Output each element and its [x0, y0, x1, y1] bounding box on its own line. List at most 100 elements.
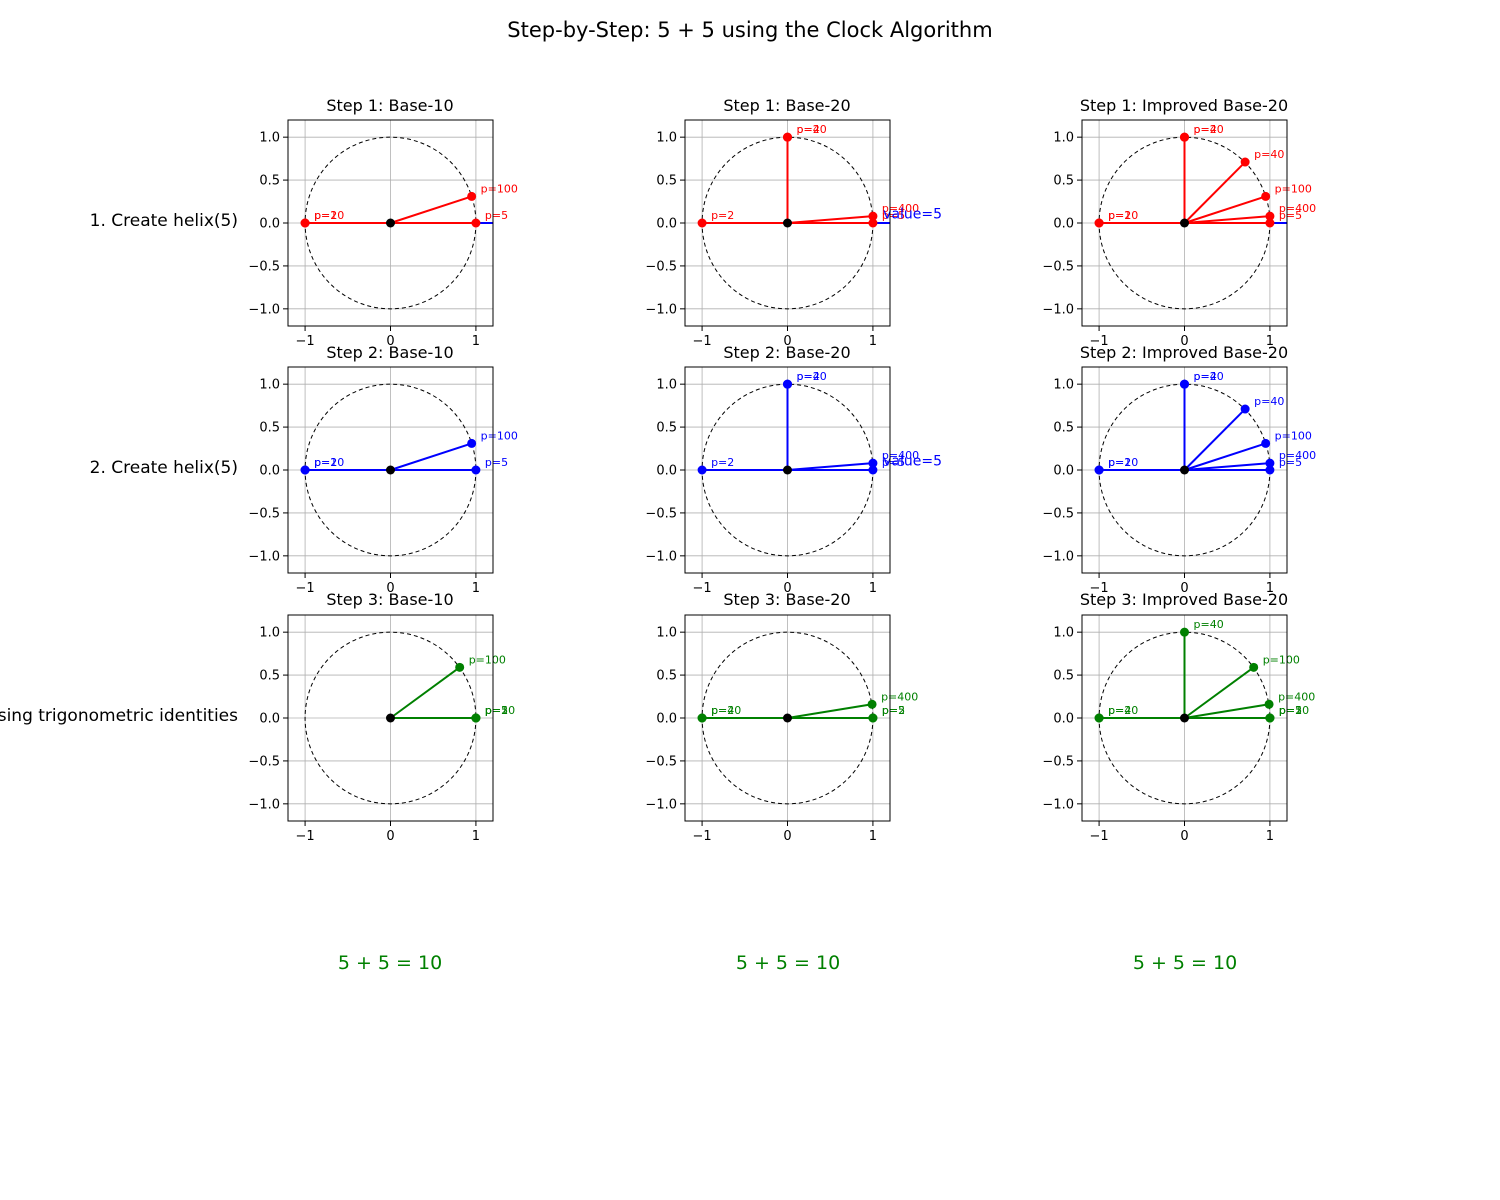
point-p-400: [1265, 458, 1275, 468]
point-label: p=4: [1108, 704, 1131, 717]
point-label: p=100: [1275, 182, 1312, 195]
point-p-10: [1265, 713, 1275, 723]
point-p-5: [868, 713, 878, 723]
y-tick-label: 0.5: [259, 669, 280, 684]
plot-area: [1094, 132, 1287, 310]
y-tick-label: 0.5: [1053, 669, 1074, 684]
point-p-10: [471, 713, 481, 723]
y-tick-label: −1.0: [1042, 797, 1074, 812]
origin-point: [386, 218, 395, 228]
row-label-step2: 2. Create helix(5): [89, 458, 238, 478]
ray-p-100: [390, 195, 472, 224]
x-tick-label: 0: [1180, 829, 1188, 844]
point-label: p=400: [1279, 202, 1316, 215]
y-tick-label: −0.5: [1042, 506, 1074, 521]
figure-title: Step-by-Step: 5 + 5 using the Clock Algo…: [507, 18, 993, 42]
point-label: p=20: [1108, 704, 1138, 717]
x-tick-label: −1: [692, 581, 711, 596]
result-base10: 5 + 5 = 10: [337, 952, 443, 974]
point-label: p=5: [1279, 456, 1302, 469]
point-label: p=400: [1278, 690, 1315, 703]
point-label: p=10: [1279, 704, 1309, 717]
y-tick-label: −0.5: [1042, 754, 1074, 769]
point-label: p=100: [481, 182, 518, 195]
point-p-40: [1180, 627, 1189, 637]
panel-title-2: Step 1: Base-20: [723, 96, 851, 115]
point-label: p=5: [882, 704, 905, 717]
ray-p-400: [787, 462, 873, 471]
panel-title-7: Step 3: Base-10: [326, 590, 454, 609]
y-tick-label: 0.5: [1053, 174, 1074, 189]
point-label: p=2: [1279, 704, 1302, 717]
ray-p-40: [1183, 408, 1246, 471]
result-improved-base20: 5 + 5 = 10: [1132, 952, 1238, 974]
y-tick-label: 0.0: [656, 712, 677, 727]
ray-p-100: [390, 442, 472, 471]
origin-point: [386, 713, 395, 723]
origin-point: [783, 218, 792, 228]
plot-area: [1094, 379, 1275, 557]
chart-panel-8: p=4p=20 p=2p=5p=400 −1 0 1 −1.0 −0.5 0.0 0.5 1.0: [645, 614, 918, 844]
x-tick-label: −1: [295, 829, 314, 844]
point-label: p=2: [314, 456, 337, 469]
y-tick-label: 0.0: [1053, 712, 1074, 727]
y-tick-label: 1.0: [656, 131, 677, 146]
point-label: p=20: [797, 123, 827, 136]
point-label: p=100: [481, 429, 518, 442]
point-label: p=400: [882, 449, 919, 462]
x-tick-label: −1: [295, 581, 314, 596]
point-label: p=100: [1263, 653, 1300, 666]
x-tick-label: 1: [1266, 334, 1274, 349]
plot-area: [697, 379, 878, 557]
point-label: p=5: [485, 209, 508, 222]
point-p-10: [1094, 465, 1104, 475]
point-label: p=40: [1194, 618, 1224, 631]
origin-point: [783, 465, 792, 475]
point-label: p=5: [485, 704, 508, 717]
y-tick-label: 0.5: [259, 421, 280, 436]
y-tick-label: 0.5: [259, 174, 280, 189]
point-label: p=4: [711, 704, 734, 717]
x-tick-label: 1: [869, 829, 877, 844]
point-p-400: [1265, 211, 1275, 221]
point-label: p=10: [314, 456, 344, 469]
y-tick-label: 0.0: [1053, 217, 1074, 232]
plot-area: [697, 132, 890, 310]
panel-title-1: Step 1: Base-10: [326, 96, 454, 115]
x-tick-label: 1: [472, 829, 480, 844]
point-label: p=5: [1279, 209, 1302, 222]
y-tick-label: 0.5: [656, 174, 677, 189]
point-p-2: [697, 218, 707, 228]
point-p-400: [868, 458, 878, 468]
point-label: p=20: [711, 704, 741, 717]
point-p-5: [471, 465, 481, 475]
point-label: p=5: [485, 456, 508, 469]
ray-p-40: [1183, 161, 1246, 224]
chart-panel-4: p=2 p=5 p=10 p=100 −1 0 1 −1.0 −0.5 0.0 0.5 1.0: [248, 366, 518, 596]
ray-p-400: [1184, 703, 1270, 719]
point-label: p=20: [1194, 370, 1224, 383]
point-p-100: [467, 438, 477, 448]
point-label: p=2: [1108, 209, 1131, 222]
plot-area: [1094, 627, 1275, 805]
point-p-100: [1249, 662, 1259, 672]
origin-point: [1180, 713, 1189, 723]
panel-title-4: Step 2: Base-10: [326, 343, 454, 362]
point-label: p=40: [1254, 148, 1284, 161]
point-p-5: [1265, 218, 1275, 228]
value-annotation: value=5: [883, 454, 942, 470]
point-label: p=2: [711, 209, 734, 222]
origin-point: [386, 465, 395, 475]
point-label: p=4: [797, 123, 820, 136]
x-tick-label: 0: [783, 334, 791, 349]
x-tick-label: 0: [386, 829, 394, 844]
point-label: p=20: [797, 370, 827, 383]
y-tick-label: −0.5: [248, 259, 280, 274]
point-label: p=2: [1108, 456, 1131, 469]
ray-p-100: [1184, 442, 1266, 471]
ray-p-400: [1184, 215, 1270, 224]
point-label: p=5: [882, 209, 905, 222]
x-tick-label: 1: [869, 334, 877, 349]
